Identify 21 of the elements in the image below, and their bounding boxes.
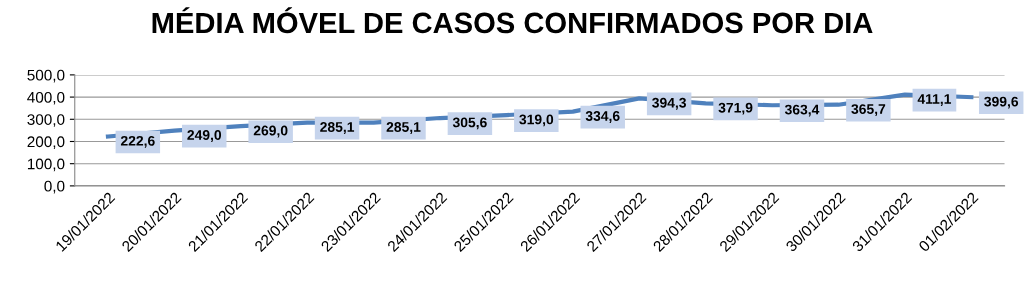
data-label: 365,7 (851, 104, 886, 116)
data-label: 334,6 (585, 111, 620, 123)
y-tick-label: 400,0 (27, 91, 65, 105)
data-label: 269,0 (253, 125, 288, 138)
data-label: 394,3 (652, 97, 687, 110)
y-tick-label: 500,0 (27, 69, 65, 83)
data-label: 285,1 (320, 122, 355, 134)
y-tick-label: 300,0 (27, 114, 65, 127)
y-tick-label: 0,0 (44, 180, 65, 194)
data-label: 411,1 (917, 94, 952, 106)
data-label: 222,6 (120, 135, 155, 148)
y-tick-label: 200,0 (27, 136, 65, 149)
chart-title: MÉDIA MÓVEL DE CASOS CONFIRMADOS POR DIA (152, 7, 873, 34)
y-tick-label: 100,0 (27, 158, 65, 172)
data-label: 305,6 (452, 117, 487, 130)
data-label: 399,6 (984, 96, 1019, 109)
data-label: 371,9 (718, 102, 753, 115)
data-label: 319,0 (519, 114, 554, 127)
data-label: 249,0 (187, 130, 222, 142)
data-label: 285,1 (386, 122, 421, 134)
data-label: 363,4 (784, 104, 820, 117)
